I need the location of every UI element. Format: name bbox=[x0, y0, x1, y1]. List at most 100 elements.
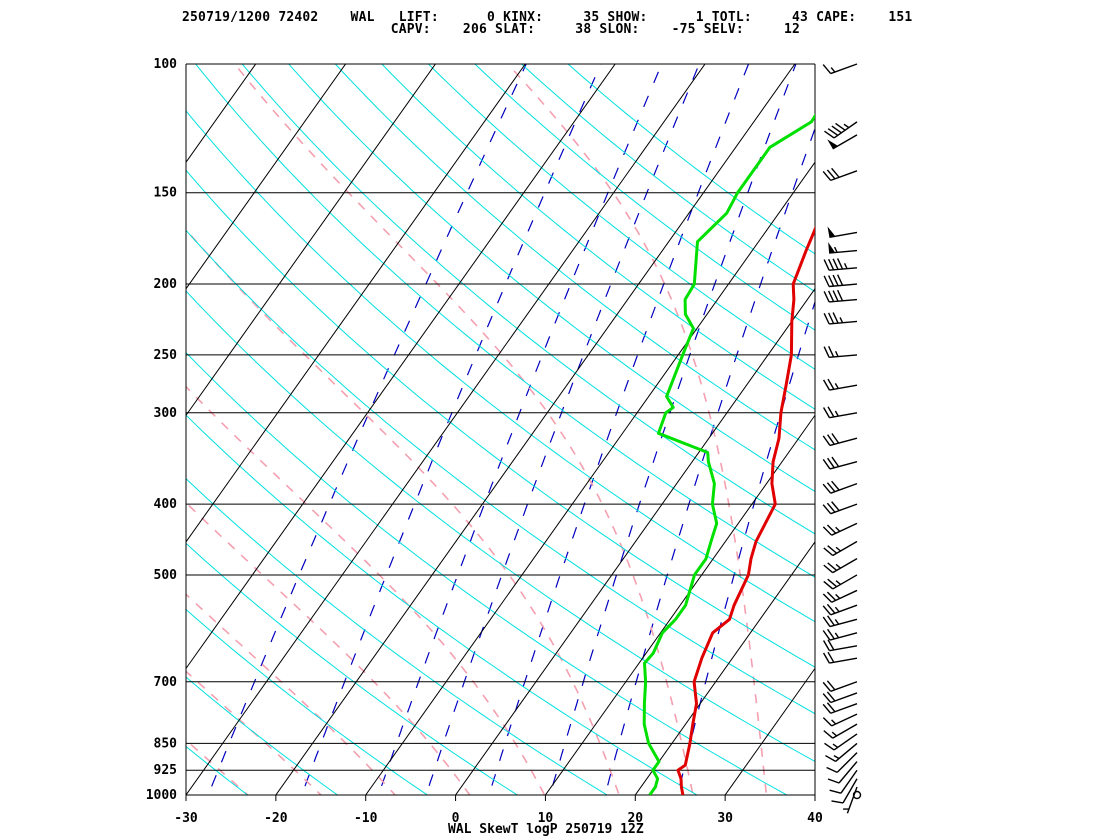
barb-full-feather bbox=[822, 630, 831, 641]
isotherm bbox=[186, 64, 616, 670]
barb-staff bbox=[829, 437, 858, 447]
barb-full-feather bbox=[822, 640, 831, 652]
pressure-tick-label: 250 bbox=[154, 348, 178, 363]
barb-staff bbox=[829, 267, 858, 271]
barb-half-feather bbox=[835, 546, 841, 552]
barb-full-feather bbox=[822, 458, 831, 470]
moist-adiabat bbox=[186, 670, 323, 795]
barb-full-feather bbox=[835, 122, 846, 131]
barb-staff bbox=[832, 723, 858, 739]
isotherm bbox=[544, 414, 815, 795]
barb-full-feather bbox=[828, 258, 835, 271]
barb-staff bbox=[836, 752, 858, 773]
barb-half-feather bbox=[831, 731, 838, 737]
barb-full-feather bbox=[828, 275, 835, 287]
temperature-tick-label: 40 bbox=[807, 811, 823, 826]
barb-half-feather bbox=[834, 383, 839, 389]
pressure-tick-label: 200 bbox=[154, 277, 178, 292]
barb-full-feather bbox=[822, 435, 831, 446]
pressure-tick-label: 400 bbox=[154, 497, 178, 512]
barb-half-feather bbox=[839, 317, 844, 324]
isotherm bbox=[634, 541, 815, 795]
dewpoint-profile bbox=[642, 113, 815, 795]
barb-full-feather bbox=[823, 547, 834, 557]
wind-barb bbox=[826, 752, 858, 774]
mixing-ratio-line bbox=[488, 64, 750, 795]
wind-barb bbox=[822, 522, 858, 536]
isotherm bbox=[724, 667, 815, 795]
barb-staff bbox=[829, 298, 858, 303]
dry-adiabat bbox=[567, 64, 815, 255]
barb-full-feather bbox=[826, 169, 836, 180]
barb-staff bbox=[829, 657, 858, 664]
moist-adiabat bbox=[186, 593, 397, 795]
dry-adiabat bbox=[186, 608, 429, 795]
barb-staff bbox=[832, 540, 858, 557]
dry-adiabat bbox=[186, 169, 815, 668]
barb-full-feather bbox=[827, 778, 840, 784]
wind-barb bbox=[822, 378, 858, 391]
barb-full-feather bbox=[822, 717, 833, 727]
barb-full-feather bbox=[822, 681, 832, 692]
barb-full-feather bbox=[831, 456, 840, 468]
mixing-ratio-line bbox=[425, 64, 700, 795]
temperature-tick-label: -10 bbox=[354, 811, 378, 826]
barb-full-feather bbox=[831, 501, 840, 512]
barb-full-feather bbox=[822, 407, 831, 418]
pressure-tick-label: 700 bbox=[154, 675, 178, 690]
dry-adiabat bbox=[186, 110, 815, 623]
dry-adiabat bbox=[195, 64, 815, 578]
dry-adiabat bbox=[186, 477, 609, 795]
barb-full-feather bbox=[826, 502, 836, 513]
pressure-tick-label: 925 bbox=[154, 763, 177, 778]
barb-full-feather bbox=[822, 526, 833, 536]
barb-staff bbox=[842, 778, 858, 804]
barb-staff bbox=[846, 786, 858, 814]
barb-full-feather bbox=[822, 605, 832, 616]
barb-half-feather bbox=[831, 719, 837, 725]
wind-barb bbox=[823, 540, 858, 557]
wind-barb bbox=[822, 480, 858, 494]
barb-staff bbox=[829, 384, 858, 391]
temperature-tick-label: 0 bbox=[452, 811, 460, 826]
barb-full-feather bbox=[822, 593, 833, 603]
wind-barb bbox=[822, 589, 858, 603]
barb-full-feather bbox=[823, 346, 830, 358]
barb-half-feather bbox=[834, 350, 839, 357]
barb-full-feather bbox=[827, 128, 839, 136]
barb-full-feather bbox=[823, 259, 830, 271]
barb-full-feather bbox=[836, 289, 844, 302]
dry-adiabat bbox=[241, 64, 815, 535]
wind-barb bbox=[843, 786, 858, 814]
moist-adiabat bbox=[186, 228, 620, 795]
temperature-tick-label: 30 bbox=[717, 811, 733, 826]
chart-footer-title: WAL SkewT logP 250719 12Z bbox=[448, 822, 644, 837]
isotherm bbox=[814, 794, 815, 795]
moist-adiabat bbox=[186, 501, 471, 795]
barb-staff bbox=[838, 761, 858, 784]
temperature-tick-label: -30 bbox=[174, 811, 198, 826]
wind-barb bbox=[823, 274, 858, 288]
header-line-2: CAPV: 206 SLAT: 38 SLON: -75 SELV: 12 bbox=[182, 22, 801, 37]
barb-full-feather bbox=[827, 378, 835, 390]
barb-full-feather bbox=[822, 64, 832, 75]
moist-adiabat bbox=[233, 64, 694, 795]
barb-full-feather bbox=[826, 591, 837, 601]
dry-adiabat bbox=[186, 290, 815, 763]
barb-staff bbox=[829, 320, 858, 325]
barb-full-feather bbox=[822, 379, 831, 391]
barb-full-feather bbox=[827, 578, 838, 588]
barb-staff bbox=[829, 618, 858, 628]
mixing-ratio-line bbox=[604, 126, 815, 795]
barb-full-feather bbox=[832, 258, 839, 270]
barb-full-feather bbox=[827, 628, 835, 640]
temperature-tick-label: 10 bbox=[538, 811, 554, 826]
barb-full-feather bbox=[828, 346, 835, 358]
wind-barb bbox=[822, 501, 858, 515]
mixing-ratio-line bbox=[207, 64, 527, 795]
pressure-tick-label: 300 bbox=[154, 406, 178, 421]
barb-full-feather bbox=[826, 766, 838, 774]
isotherm bbox=[0, 48, 88, 811]
barb-half-feather bbox=[835, 563, 841, 569]
